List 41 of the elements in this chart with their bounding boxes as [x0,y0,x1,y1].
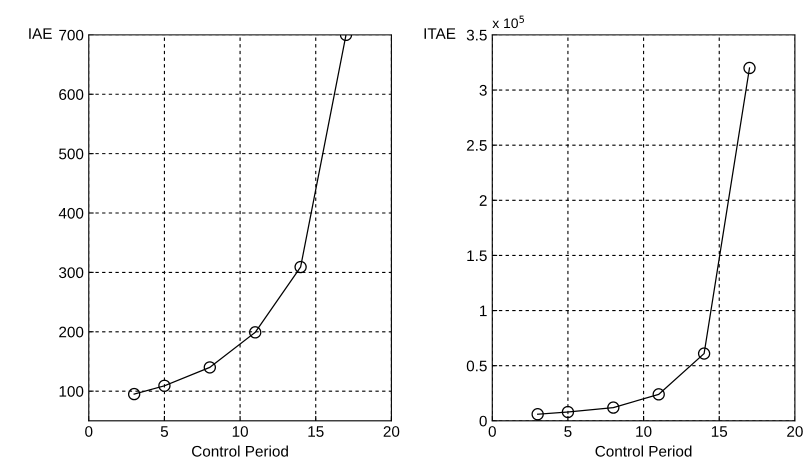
y-tick-label: 700 [59,30,84,41]
point [128,388,140,400]
y-tick-label: 0.5 [466,360,487,372]
x-tick-label: 15 [712,426,728,437]
y-tick-label: 1 [480,306,487,316]
x-tick-label: 0 [488,426,496,437]
point [204,361,216,374]
y-axis-title: IAE [29,28,52,39]
y-tick-label: 600 [59,89,84,100]
x-tick-label: 10 [636,426,652,437]
y-tick-label: 100 [60,386,84,397]
x-tick-label: 15 [308,426,324,437]
point [652,388,665,401]
point [294,260,307,274]
y-axis-title: ITAE [424,28,456,39]
y-tick-label: 2.5 [466,140,487,151]
point [531,408,544,420]
x-axis-title: Control Period [192,445,288,457]
y-tick-label: 200 [59,326,84,338]
x-tick-label: 5 [564,426,572,437]
y-tick-label: 3 [479,84,487,96]
point [607,401,620,414]
point [158,380,171,392]
y-tick-label: 0 [480,416,487,427]
x-axis-title: Control Period [596,445,692,457]
point [698,347,710,360]
y-tick-label: 1.5 [467,250,487,262]
y-tick-label: 400 [58,208,84,219]
point [743,62,756,74]
y-tick-label: 300 [59,267,84,278]
y-tick-label: 500 [59,148,84,160]
point [249,326,262,339]
x-tick-label: 20 [787,426,803,437]
y-tick-label: 3.5 [466,30,487,41]
x-tick-label: 0 [85,426,92,437]
x-tick-label: 10 [232,426,248,437]
x-tick-label: 5 [160,426,168,437]
y-tick-label: 2 [480,195,487,206]
text: x 10$^{5}$ [492,16,524,28]
x-tick-label: 20 [384,426,400,437]
point [562,406,574,418]
